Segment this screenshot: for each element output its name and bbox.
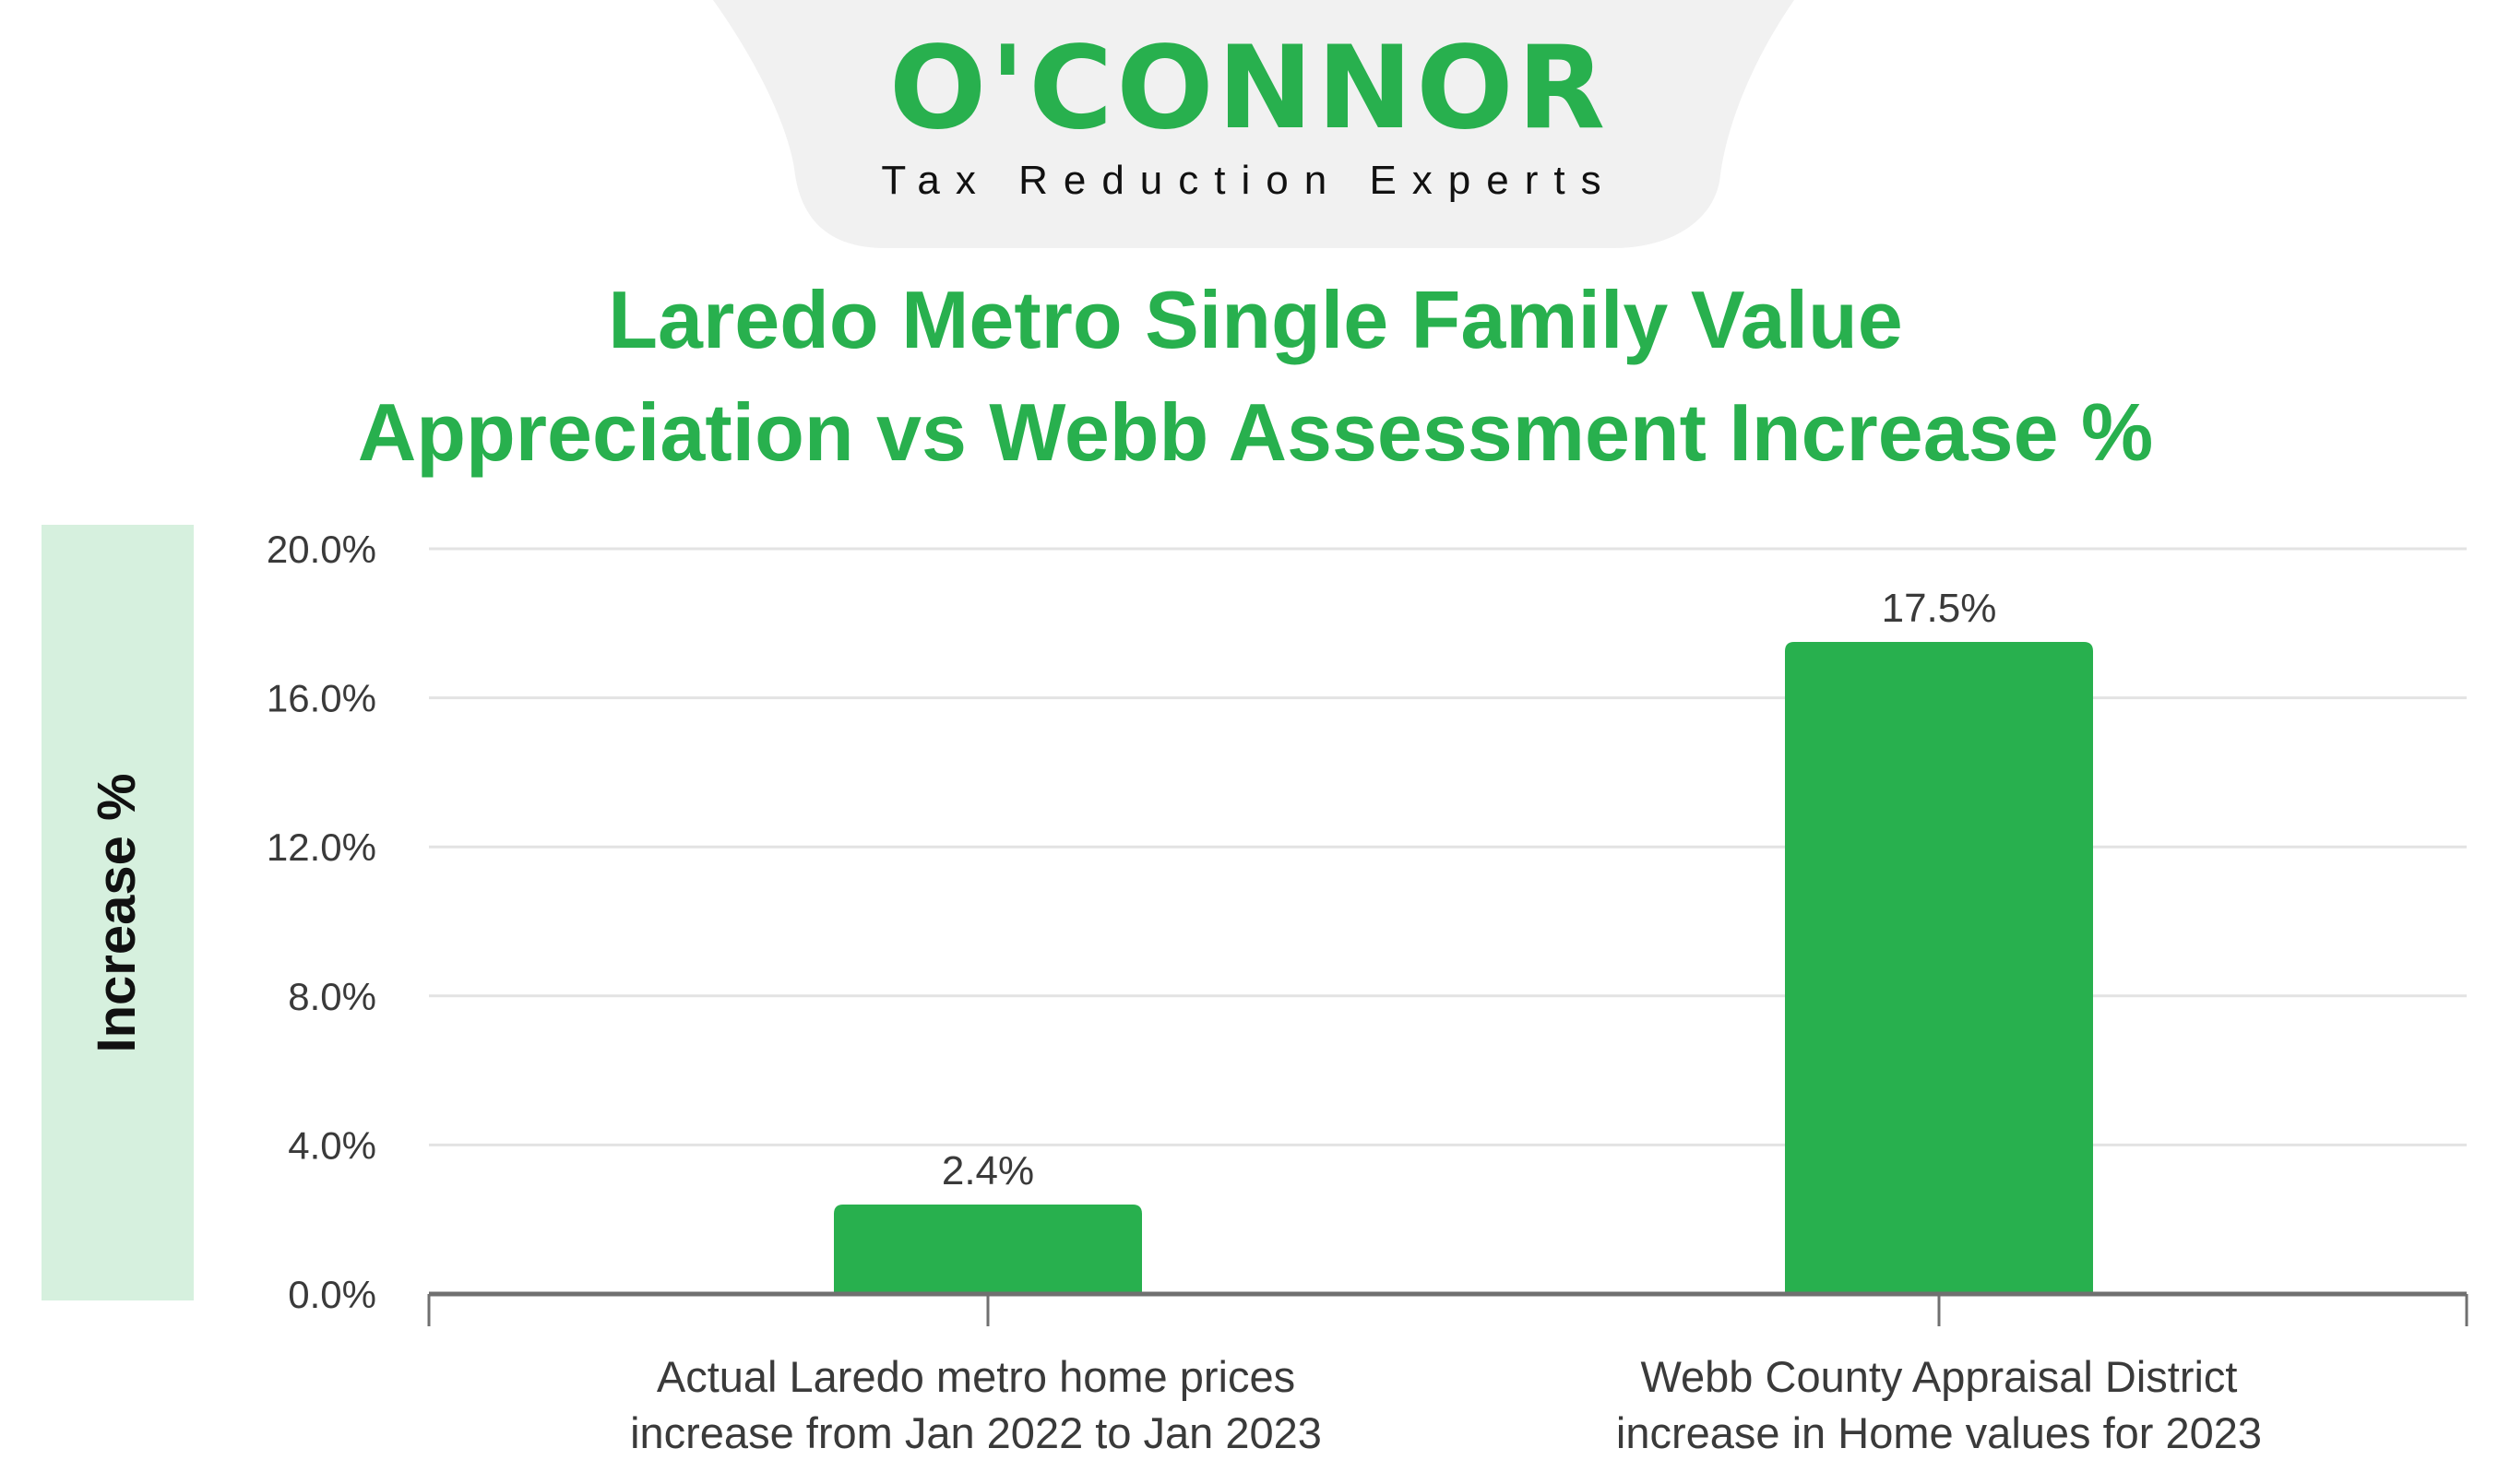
category-label-2-line-1: Webb County Appraisal District <box>1640 1352 2238 1401</box>
y-tick-label: 8.0% <box>288 975 376 1018</box>
y-tick-label: 16.0% <box>267 677 376 720</box>
category-label-1: Actual Laredo metro home prices increase… <box>515 1348 1437 1461</box>
bar <box>1785 642 2093 1294</box>
logo-background <box>713 0 1794 248</box>
logo-tagline: Tax Reduction Experts <box>881 158 1617 203</box>
y-tick-label: 4.0% <box>288 1123 376 1167</box>
chart-title-line-2: Appreciation vs Webb Assessment Increase… <box>357 386 2154 478</box>
y-tick-label: 0.0% <box>288 1273 376 1316</box>
data-label: 2.4% <box>942 1148 1034 1193</box>
category-label-1-line-2: increase from Jan 2022 to Jan 2023 <box>630 1408 1322 1457</box>
data-label: 17.5% <box>1882 586 1997 631</box>
chart-title-line-1: Laredo Metro Single Family Value <box>608 274 1903 365</box>
y-axis-label-box <box>42 525 194 1300</box>
y-tick-label: 20.0% <box>267 528 376 571</box>
bar <box>834 1205 1142 1294</box>
y-tick-label: 12.0% <box>267 825 376 869</box>
category-label-2: Webb County Appraisal District increase … <box>1478 1348 2400 1461</box>
category-label-1-line-1: Actual Laredo metro home prices <box>656 1352 1296 1401</box>
category-label-2-line-2: increase in Home values for 2023 <box>1615 1408 2263 1457</box>
logo-wordmark: O'CONNOR <box>888 22 1610 155</box>
